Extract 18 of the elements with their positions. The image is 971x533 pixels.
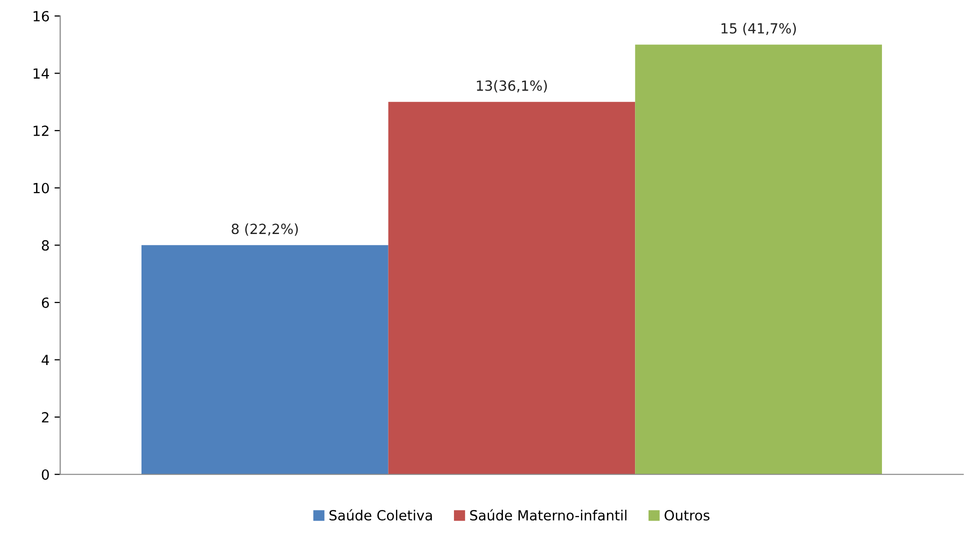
legend-label: Outros bbox=[664, 510, 710, 521]
data-label: 15 (41,7%) bbox=[722, 22, 796, 36]
data-label: 13(36,1%) bbox=[476, 80, 547, 93]
y-tick-label: 8 bbox=[42, 240, 49, 251]
bar bbox=[141, 245, 388, 474]
y-tick-label: 4 bbox=[42, 354, 50, 366]
legend-label: Saúde Coletiva bbox=[330, 509, 432, 521]
y-tick-label: 2 bbox=[42, 412, 48, 422]
y-tick-label: 16 bbox=[34, 10, 49, 22]
data-label: 8 (22,2%) bbox=[232, 223, 298, 236]
bar bbox=[635, 44, 882, 474]
y-tick-label: 12 bbox=[34, 126, 48, 136]
bar bbox=[388, 102, 636, 474]
legend-label: Saúde Materno-infantil bbox=[470, 509, 626, 521]
y-tick-label: 14 bbox=[34, 68, 50, 79]
y-tick-label: 10 bbox=[34, 182, 49, 194]
y-tick-label: 6 bbox=[42, 297, 49, 308]
y-tick-label: 0 bbox=[42, 469, 49, 480]
